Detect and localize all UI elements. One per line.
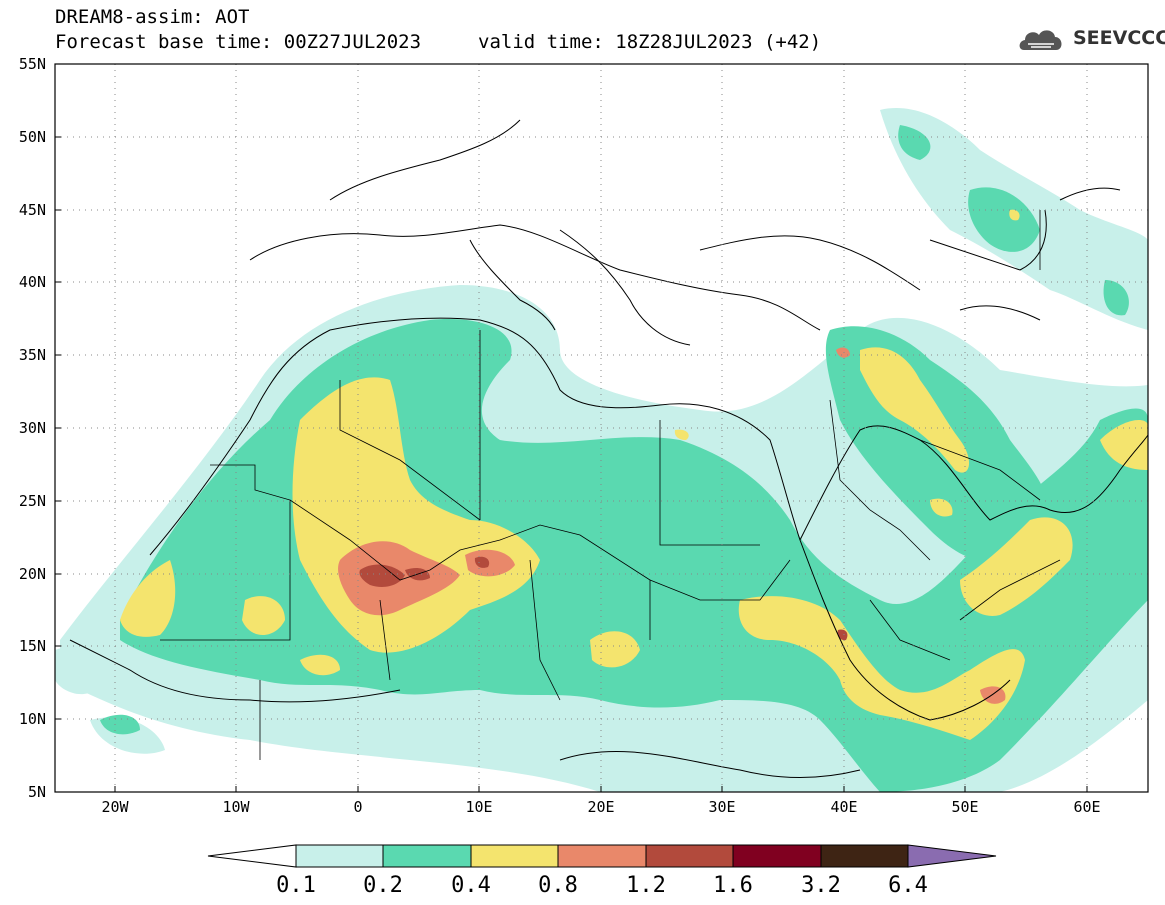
base-time: Forecast base time: 00Z27JUL2023 (55, 31, 422, 53)
colorbar-label: 3.2 (801, 873, 841, 898)
colorbar-labels: 0.1 0.2 0.4 0.8 1.2 1.6 3.2 6.4 (276, 873, 928, 898)
lon-label: 0 (353, 798, 362, 816)
country-borders (160, 210, 1061, 760)
colorbar-under-arrow (207, 844, 297, 868)
lat-label: 25N (19, 492, 46, 510)
lat-label: 35N (19, 346, 46, 364)
lat-label: 45N (19, 201, 46, 219)
colorbar-swatch (382, 844, 472, 868)
colorbar-swatch (295, 844, 384, 868)
aot-field (55, 108, 1148, 792)
lon-label: 50E (951, 798, 978, 816)
colorbar-label: 0.2 (363, 873, 403, 898)
coastlines (69, 119, 1148, 778)
colorbar (207, 844, 997, 868)
lat-label: 50N (19, 128, 46, 146)
colorbar-swatch (470, 844, 559, 868)
lon-label: 40E (830, 798, 857, 816)
colorbar-label: 6.4 (888, 873, 928, 898)
colorbar-label: 0.8 (538, 873, 578, 898)
lon-label: 10E (465, 798, 492, 816)
colorbar-swatch (820, 844, 909, 868)
lon-label: 60E (1073, 798, 1100, 816)
colorbar-label: 0.4 (451, 873, 491, 898)
graticule (55, 64, 1148, 792)
colorbar-label: 1.2 (626, 873, 666, 898)
lon-label: 30E (708, 798, 735, 816)
lon-label: 10W (222, 798, 250, 816)
lat-label: 20N (19, 565, 46, 583)
tick-marks (55, 136, 1088, 792)
lon-label: 20E (587, 798, 614, 816)
lat-label: 30N (19, 419, 46, 437)
colorbar-over-arrow (907, 844, 997, 868)
colorbar-label: 1.6 (713, 873, 753, 898)
map-title: DREAM8-assim: AOT (55, 6, 250, 28)
colorbar-swatch (732, 844, 822, 868)
valid-time: valid time: 18Z28JUL2023 (+42) (478, 31, 822, 53)
logo-text: SEEVCCC (1073, 27, 1165, 49)
lon-label: 20W (101, 798, 129, 816)
longitude-labels: 20W 10W 0 10E 20E 30E 40E 50E 60E (101, 798, 1100, 816)
cloud-icon (1019, 30, 1062, 50)
lat-label: 40N (19, 273, 46, 291)
lat-label: 55N (19, 55, 46, 73)
colorbar-label: 0.1 (276, 873, 316, 898)
colorbar-swatch (557, 844, 647, 868)
lat-label: 10N (19, 710, 46, 728)
lat-label: 15N (19, 637, 46, 655)
lat-label: 5N (28, 783, 46, 801)
latitude-labels: 55N 50N 45N 40N 35N 30N 25N 20N 15N 10N … (19, 55, 46, 801)
colorbar-swatch (645, 844, 734, 868)
